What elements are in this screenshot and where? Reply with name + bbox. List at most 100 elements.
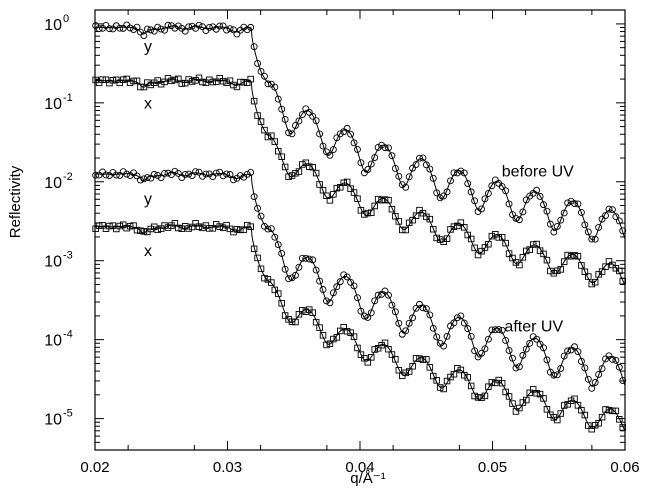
data-point-square <box>619 424 626 431</box>
data-point-square <box>354 344 361 352</box>
data-point-square <box>343 327 351 335</box>
data-point-circle <box>192 168 200 176</box>
data-point-circle <box>602 212 609 219</box>
data-point-square <box>206 76 213 84</box>
data-point-circle <box>247 23 255 31</box>
data-point-circle <box>484 335 492 343</box>
data-point-circle <box>429 324 437 332</box>
data-point-square <box>498 379 506 387</box>
data-point-square <box>181 79 189 87</box>
data-point-square <box>119 221 127 228</box>
data-point-circle <box>605 205 613 213</box>
data-point-circle <box>230 26 237 34</box>
data-point-square <box>274 290 282 297</box>
data-point-square <box>99 222 106 229</box>
data-point-square <box>588 425 595 433</box>
data-point-square <box>292 318 299 326</box>
data-point-square <box>557 410 564 417</box>
data-point-circle <box>216 168 224 176</box>
data-point-square <box>357 351 365 358</box>
data-point-circle <box>216 22 224 30</box>
data-point-square <box>130 222 137 229</box>
y-tick-exponent: -5 <box>63 408 73 420</box>
data-point-circle <box>374 291 382 299</box>
data-point-square <box>337 184 344 191</box>
data-point-circle <box>550 228 558 236</box>
data-point-square <box>498 234 506 241</box>
data-point-square <box>488 379 496 386</box>
data-point-circle <box>533 335 541 343</box>
data-point-square <box>430 372 437 380</box>
data-point-square <box>302 159 310 167</box>
data-point-square <box>474 251 482 259</box>
data-point-circle <box>147 26 155 34</box>
data-point-circle <box>278 249 286 257</box>
data-point-circle <box>491 176 499 184</box>
data-point-square <box>164 224 172 231</box>
data-point-circle <box>409 314 417 322</box>
data-point-square <box>195 74 203 82</box>
data-point-square <box>175 75 182 83</box>
data-point-square <box>347 185 354 192</box>
data-point-circle <box>367 160 375 168</box>
data-point-square <box>488 232 496 240</box>
data-point-circle <box>295 117 303 125</box>
data-point-circle <box>295 263 303 271</box>
data-point-circle <box>474 353 482 361</box>
data-point-circle <box>312 266 320 274</box>
data-point-circle <box>495 326 503 334</box>
data-point-circle <box>143 25 151 33</box>
data-point-square <box>230 81 237 89</box>
data-point-square <box>457 366 465 374</box>
data-point-circle <box>574 348 582 356</box>
data-point-circle <box>168 22 175 30</box>
data-point-circle <box>305 255 313 263</box>
data-point-square <box>554 416 561 424</box>
data-point-square <box>560 258 568 265</box>
data-point-square <box>306 163 313 170</box>
data-point-square <box>598 268 606 275</box>
data-point-circle <box>333 283 341 291</box>
data-point-square <box>616 267 623 275</box>
data-point-circle <box>174 170 182 177</box>
data-point-circle <box>371 297 379 305</box>
data-point-circle <box>226 25 234 33</box>
data-point-circle <box>509 211 516 219</box>
data-point-circle <box>371 154 379 162</box>
data-point-square <box>223 221 230 229</box>
data-point-circle <box>422 161 430 169</box>
data-point-circle <box>267 225 275 233</box>
data-point-circle <box>230 176 237 184</box>
data-point-square <box>378 196 385 204</box>
data-point-square <box>381 196 389 203</box>
data-point-circle <box>550 371 558 379</box>
data-point-circle <box>316 277 324 285</box>
data-point-circle <box>154 23 162 31</box>
data-point-circle <box>147 174 155 182</box>
data-point-circle <box>584 375 592 383</box>
plot-frame-rect <box>94 9 626 451</box>
data-point-square <box>605 406 613 414</box>
data-point-circle <box>333 134 341 142</box>
y-tick-label: 10 <box>44 333 62 350</box>
data-point-circle <box>588 235 596 243</box>
data-point-circle <box>515 216 523 224</box>
data-point-square <box>274 147 282 155</box>
data-point-square <box>605 258 613 265</box>
data-point-circle <box>608 355 616 363</box>
data-point-square <box>278 153 285 160</box>
data-point-square <box>388 205 396 213</box>
data-point-circle <box>478 205 485 213</box>
data-point-square <box>502 388 509 396</box>
data-point-circle <box>357 159 365 167</box>
data-point-square <box>419 209 427 217</box>
data-point-square <box>233 226 241 233</box>
data-point-circle <box>581 221 589 229</box>
data-point-square <box>268 279 275 286</box>
data-point-square <box>467 235 475 243</box>
data-point-circle <box>433 189 441 197</box>
data-point-circle <box>298 111 306 119</box>
data-point-circle <box>505 200 513 208</box>
data-point-square <box>588 280 595 288</box>
data-point-square <box>337 327 344 335</box>
